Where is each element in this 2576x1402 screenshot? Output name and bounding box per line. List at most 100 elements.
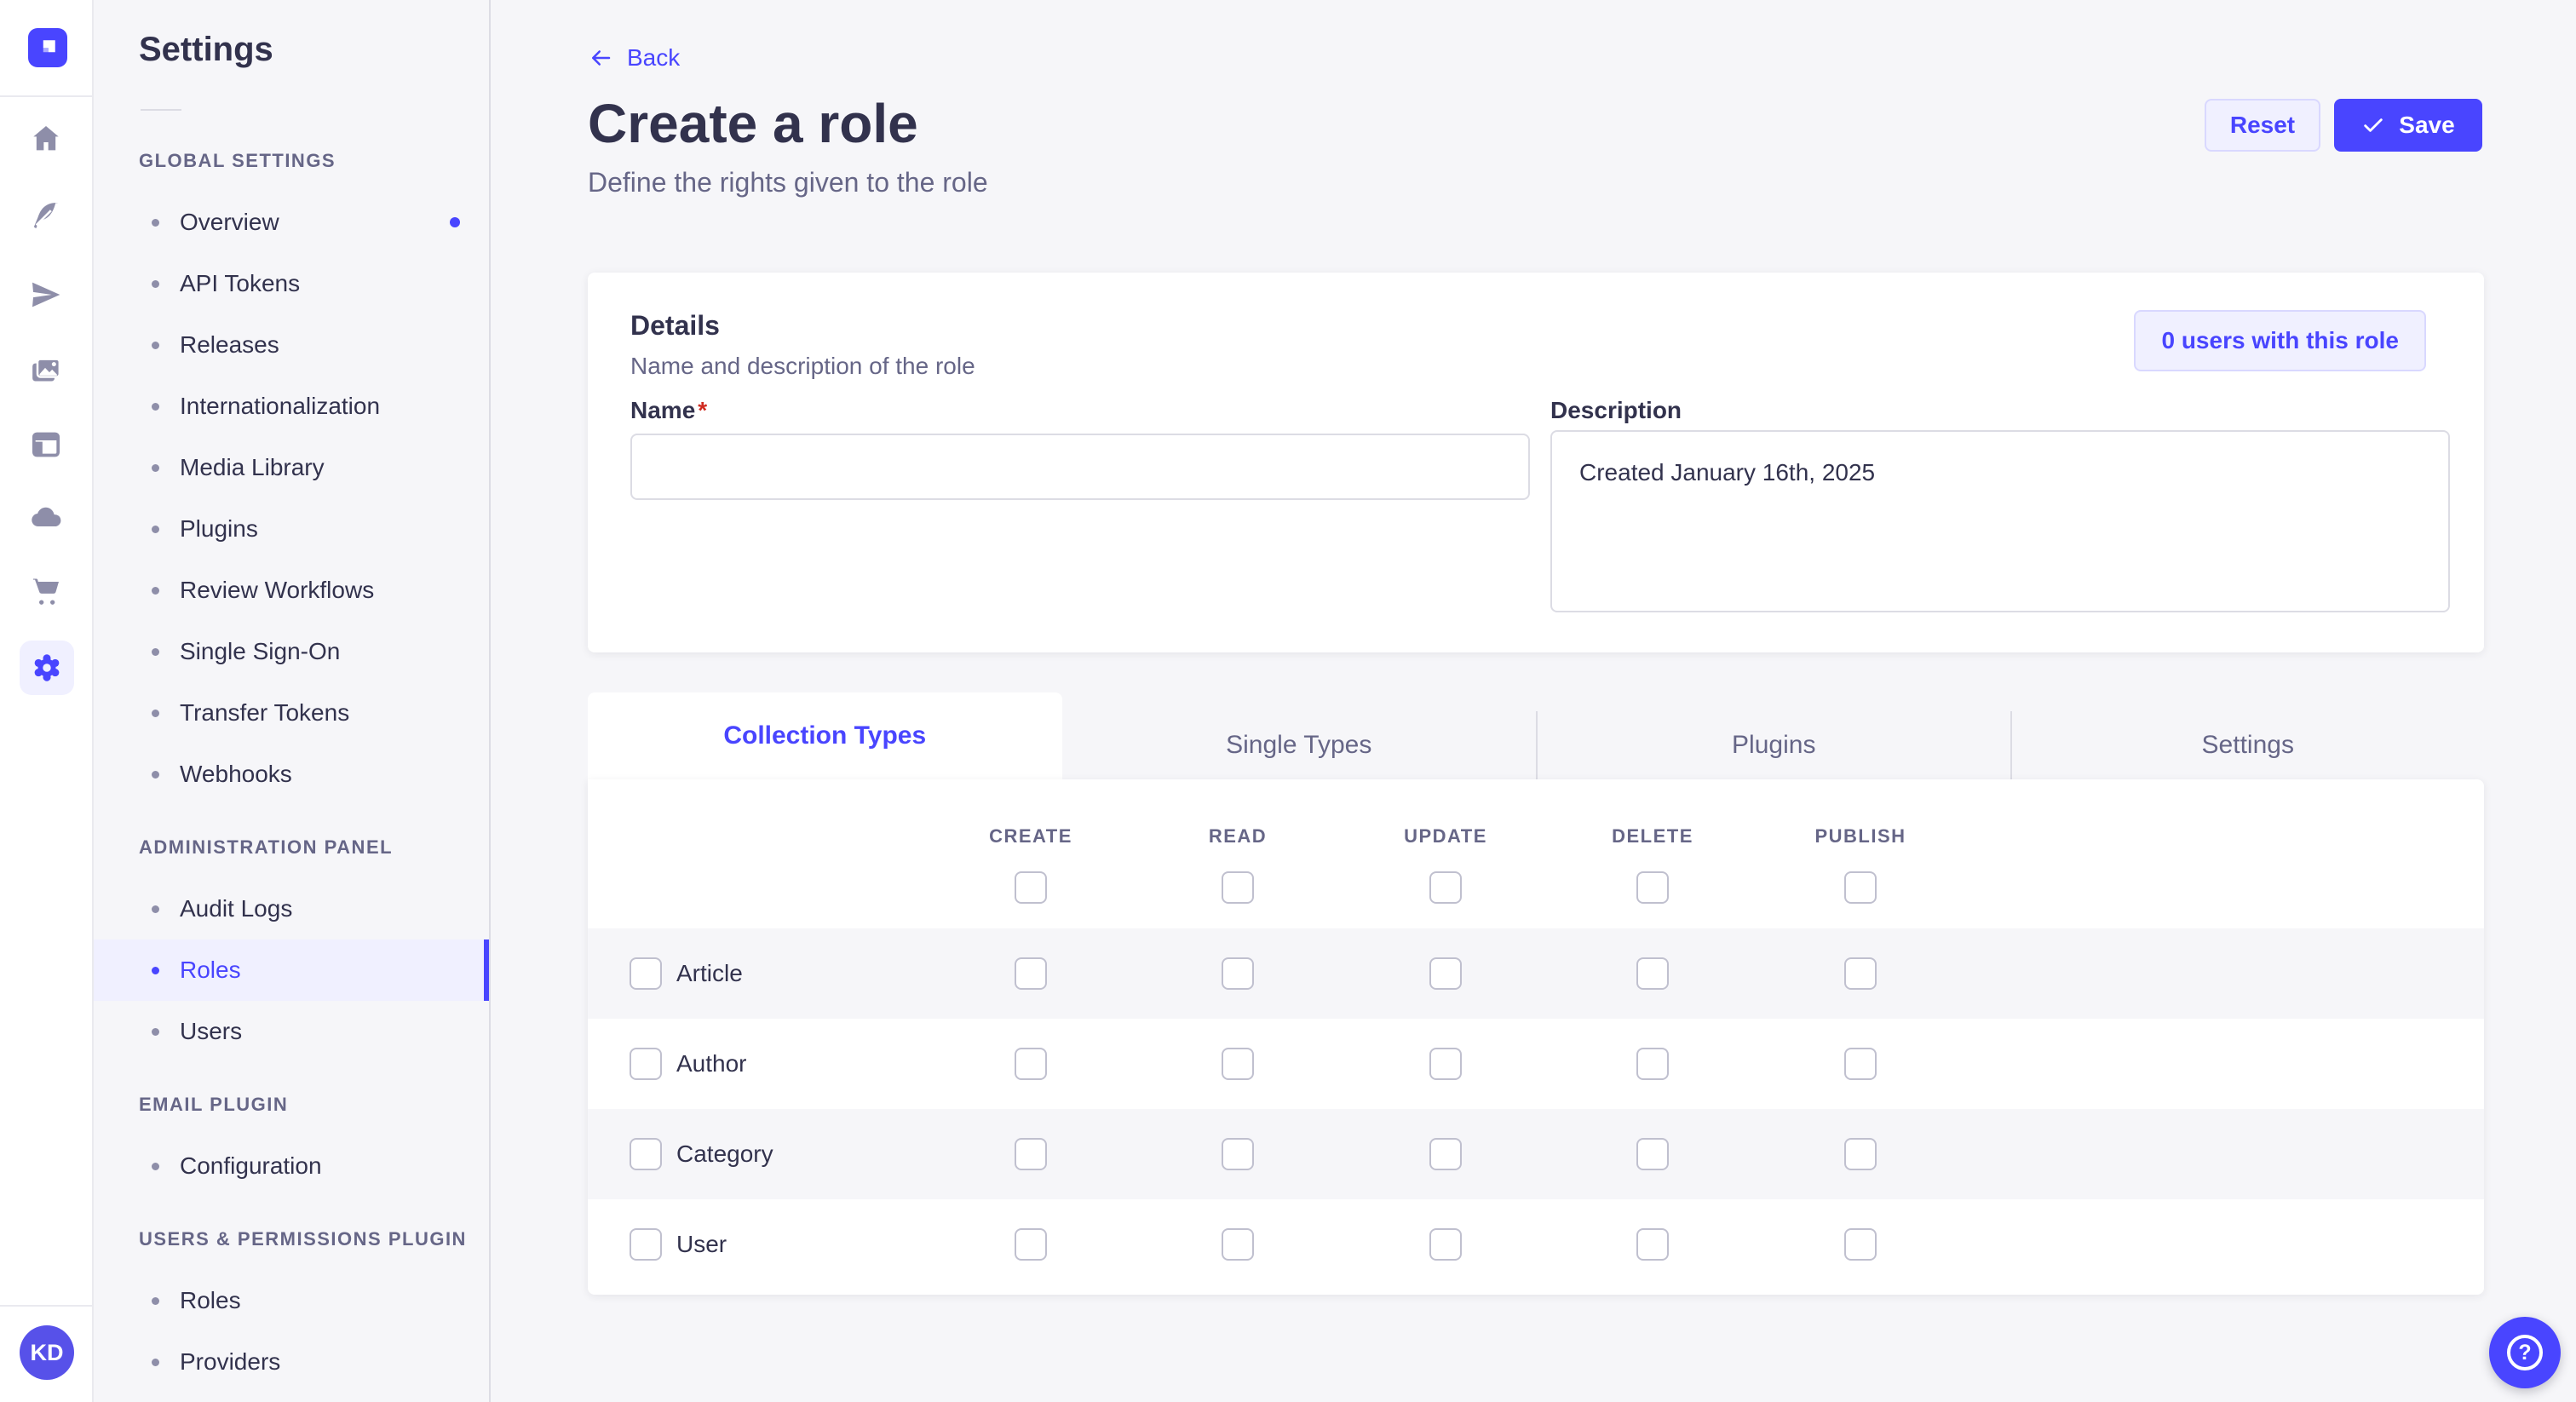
select-all-create-checkbox[interactable] [1015,871,1047,904]
user-delete-checkbox[interactable] [1636,1228,1669,1261]
nav-content-manager[interactable] [0,414,92,475]
name-label-text: Name [630,397,696,423]
article-publish-checkbox[interactable] [1844,957,1877,990]
bullet-icon [152,1296,159,1305]
author-read-checkbox[interactable] [1222,1048,1254,1080]
tab-single-types[interactable]: Single Types [1226,731,1372,759]
sidebar-menu: GLOBAL SETTINGS Overview API Tokens Rele… [94,149,489,1393]
sidebar-item-media-library[interactable]: Media Library [94,437,489,498]
nav-deploy[interactable] [0,264,92,325]
strapi-logo[interactable] [28,28,67,67]
article-read-checkbox[interactable] [1222,957,1254,990]
user-avatar[interactable]: KD [20,1325,74,1380]
sidebar-item-label: Webhooks [180,761,292,787]
nav-content-builder[interactable] [0,185,92,246]
tab-collection-types[interactable]: Collection Types [588,692,1062,779]
sidebar-item-roles-users-permissions[interactable]: Roles [94,1270,489,1331]
column-header-update: UPDATE [1404,825,1487,847]
sidebar-item-review-workflows[interactable]: Review Workflows [94,560,489,621]
row-label: User [676,1231,727,1257]
sidebar-item-label: Releases [180,331,279,358]
rail-divider-top [0,95,92,97]
notification-dot-icon [450,217,460,227]
article-row-checkbox[interactable] [630,957,662,990]
sidebar-item-providers[interactable]: Providers [94,1331,489,1393]
category-row-checkbox[interactable] [630,1138,662,1170]
bullet-icon [152,279,159,288]
nav-home[interactable] [0,108,92,170]
sidebar-item-label: Transfer Tokens [180,699,350,726]
description-textarea[interactable]: Created January 16th, 2025 [1550,430,2450,612]
article-create-checkbox[interactable] [1015,957,1047,990]
category-publish-checkbox[interactable] [1844,1138,1877,1170]
nav-media-library[interactable] [0,340,92,401]
bullet-icon [152,966,159,974]
sidebar-item-releases[interactable]: Releases [94,314,489,376]
row-label: Author [676,1050,747,1077]
tab-settings[interactable]: Settings [2010,711,2485,779]
sidebar-item-single-sign-on[interactable]: Single Sign-On [94,621,489,682]
sidebar-item-users[interactable]: Users [94,1001,489,1062]
sidebar-title: Settings [139,31,273,68]
row-label: Category [676,1141,773,1167]
select-all-publish-checkbox[interactable] [1844,871,1877,904]
tab-plugins[interactable]: Plugins [1536,711,2010,779]
bullet-icon [152,463,159,472]
author-publish-checkbox[interactable] [1844,1048,1877,1080]
back-link[interactable]: Back [588,41,680,75]
sidebar-item-label: Providers [180,1348,281,1375]
select-all-update-checkbox[interactable] [1429,871,1462,904]
sidebar-item-transfer-tokens[interactable]: Transfer Tokens [94,682,489,744]
save-button[interactable]: Save [2334,99,2482,152]
sidebar-item-roles-admin[interactable]: Roles [94,939,489,1001]
select-all-delete-checkbox[interactable] [1636,871,1669,904]
table-row-article: Article [588,928,2484,1019]
sidebar-item-label: Internationalization [180,393,381,419]
sidebar-item-api-tokens[interactable]: API Tokens [94,253,489,314]
sidebar-item-audit-logs[interactable]: Audit Logs [94,878,489,939]
author-row-checkbox[interactable] [630,1048,662,1080]
table-row-user: User [588,1199,2484,1290]
name-input[interactable] [630,434,1530,500]
row-label: Article [676,960,743,986]
category-delete-checkbox[interactable] [1636,1138,1669,1170]
sidebar-item-webhooks[interactable]: Webhooks [94,744,489,805]
author-delete-checkbox[interactable] [1636,1048,1669,1080]
user-update-checkbox[interactable] [1429,1228,1462,1261]
category-create-checkbox[interactable] [1015,1138,1047,1170]
sidebar-item-internationalization[interactable]: Internationalization [94,376,489,437]
cart-icon [33,578,59,605]
help-button[interactable]: ? [2489,1317,2561,1388]
icon-rail: KD [0,0,94,1402]
users-with-role-badge[interactable]: 0 users with this role [2134,310,2426,371]
sidebar-item-overview[interactable]: Overview [94,192,489,253]
user-create-checkbox[interactable] [1015,1228,1047,1261]
category-update-checkbox[interactable] [1429,1138,1462,1170]
sidebar-item-configuration[interactable]: Configuration [94,1135,489,1197]
user-read-checkbox[interactable] [1222,1228,1254,1261]
nav-settings[interactable] [20,641,74,695]
description-field-label: Description [1550,397,1682,424]
sidebar-item-plugins[interactable]: Plugins [94,498,489,560]
reset-button[interactable]: Reset [2205,99,2320,152]
author-create-checkbox[interactable] [1015,1048,1047,1080]
section-label-users-permissions-plugin: USERS & PERMISSIONS PLUGIN [139,1228,467,1250]
category-read-checkbox[interactable] [1222,1138,1254,1170]
user-row-checkbox[interactable] [630,1228,662,1261]
article-update-checkbox[interactable] [1429,957,1462,990]
table-row-category: Category [588,1109,2484,1199]
nav-cloud[interactable] [0,487,92,549]
select-all-read-checkbox[interactable] [1222,871,1254,904]
section-label-global-settings: GLOBAL SETTINGS [139,150,336,171]
nav-marketplace[interactable] [0,560,92,622]
details-card: Details Name and description of the role… [588,273,2484,652]
user-publish-checkbox[interactable] [1844,1228,1877,1261]
section-label-administration-panel: ADMINISTRATION PANEL [139,836,394,858]
images-icon [32,358,61,382]
bullet-icon [152,647,159,656]
rail-divider-bottom [0,1305,92,1307]
arrow-left-icon [592,50,611,66]
article-delete-checkbox[interactable] [1636,957,1669,990]
author-update-checkbox[interactable] [1429,1048,1462,1080]
